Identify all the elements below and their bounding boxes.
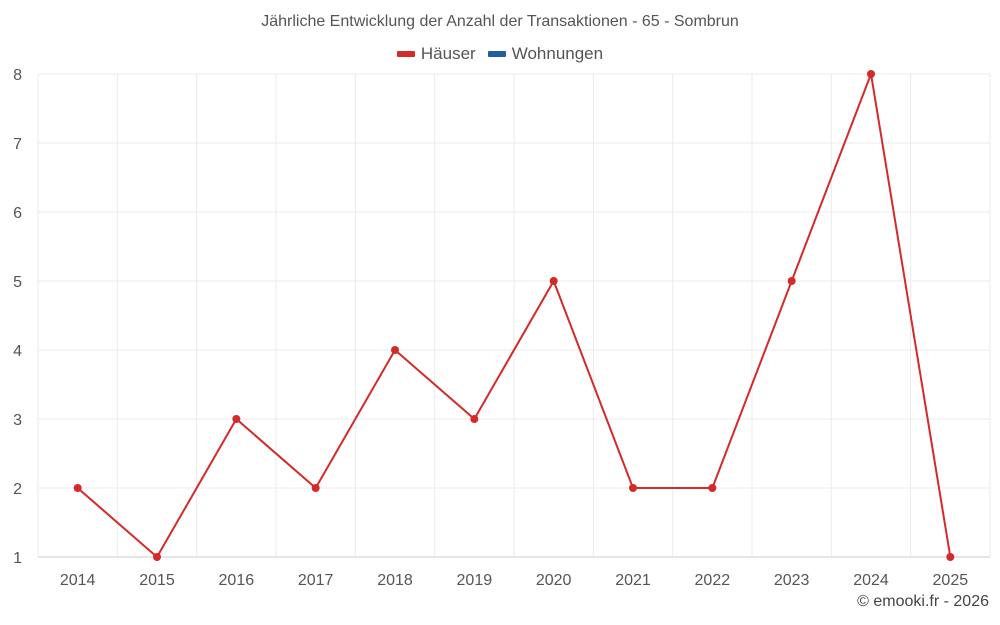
y-tick-label-3: 3: [13, 412, 22, 429]
legend-swatch-wohnungen: [487, 51, 506, 57]
x-tick-label-2017: 2017: [298, 572, 334, 589]
data-point-2016: [232, 415, 241, 423]
y-tick-label-2: 2: [13, 481, 22, 498]
y-tick-label-4: 4: [13, 343, 22, 360]
x-tick-label-2019: 2019: [457, 572, 493, 589]
x-tick-label-2020: 2020: [536, 572, 572, 589]
x-tick-label-2015: 2015: [139, 572, 175, 589]
data-point-2014: [73, 484, 82, 492]
x-tick-label-2023: 2023: [774, 572, 810, 589]
x-tick-label-2014: 2014: [60, 572, 96, 589]
y-tick-label-1: 1: [13, 550, 22, 567]
data-point-2024: [867, 70, 875, 78]
x-tick-label-2024: 2024: [853, 572, 889, 589]
x-tick-label-2021: 2021: [615, 572, 651, 589]
legend-label-haeuser: Häuser: [420, 44, 476, 63]
data-point-2023: [787, 277, 796, 285]
x-tick-label-2022: 2022: [695, 572, 731, 589]
data-point-2022: [708, 484, 717, 492]
data-point-2020: [549, 277, 558, 285]
legend-item-wohnungen[interactable]: Wohnungen: [487, 44, 604, 64]
legend: Häuser Wohnungen: [0, 44, 1000, 64]
y-tick-label-8: 8: [13, 67, 22, 84]
legend-swatch-haeuser: [396, 51, 415, 57]
data-point-2018: [391, 346, 399, 354]
data-point-2017: [311, 484, 320, 492]
credit-text: © emooki.fr - 2026: [857, 593, 989, 610]
data-point-2015: [153, 553, 161, 561]
data-point-2025: [946, 553, 955, 561]
y-tick-label-5: 5: [13, 274, 22, 291]
y-tick-label-6: 6: [13, 205, 22, 222]
series-line-0: [77, 73, 952, 558]
x-tick-label-2016: 2016: [219, 572, 255, 589]
x-tick-label-2025: 2025: [933, 572, 969, 589]
x-tick-label-2018: 2018: [377, 572, 413, 589]
data-point-2019: [470, 415, 479, 423]
legend-label-wohnungen: Wohnungen: [511, 44, 604, 63]
chart-title: Jährliche Entwicklung der Anzahl der Tra…: [261, 13, 739, 30]
y-tick-label-7: 7: [13, 136, 22, 153]
data-point-2021: [629, 484, 637, 492]
legend-item-haeuser[interactable]: Häuser: [396, 44, 476, 64]
